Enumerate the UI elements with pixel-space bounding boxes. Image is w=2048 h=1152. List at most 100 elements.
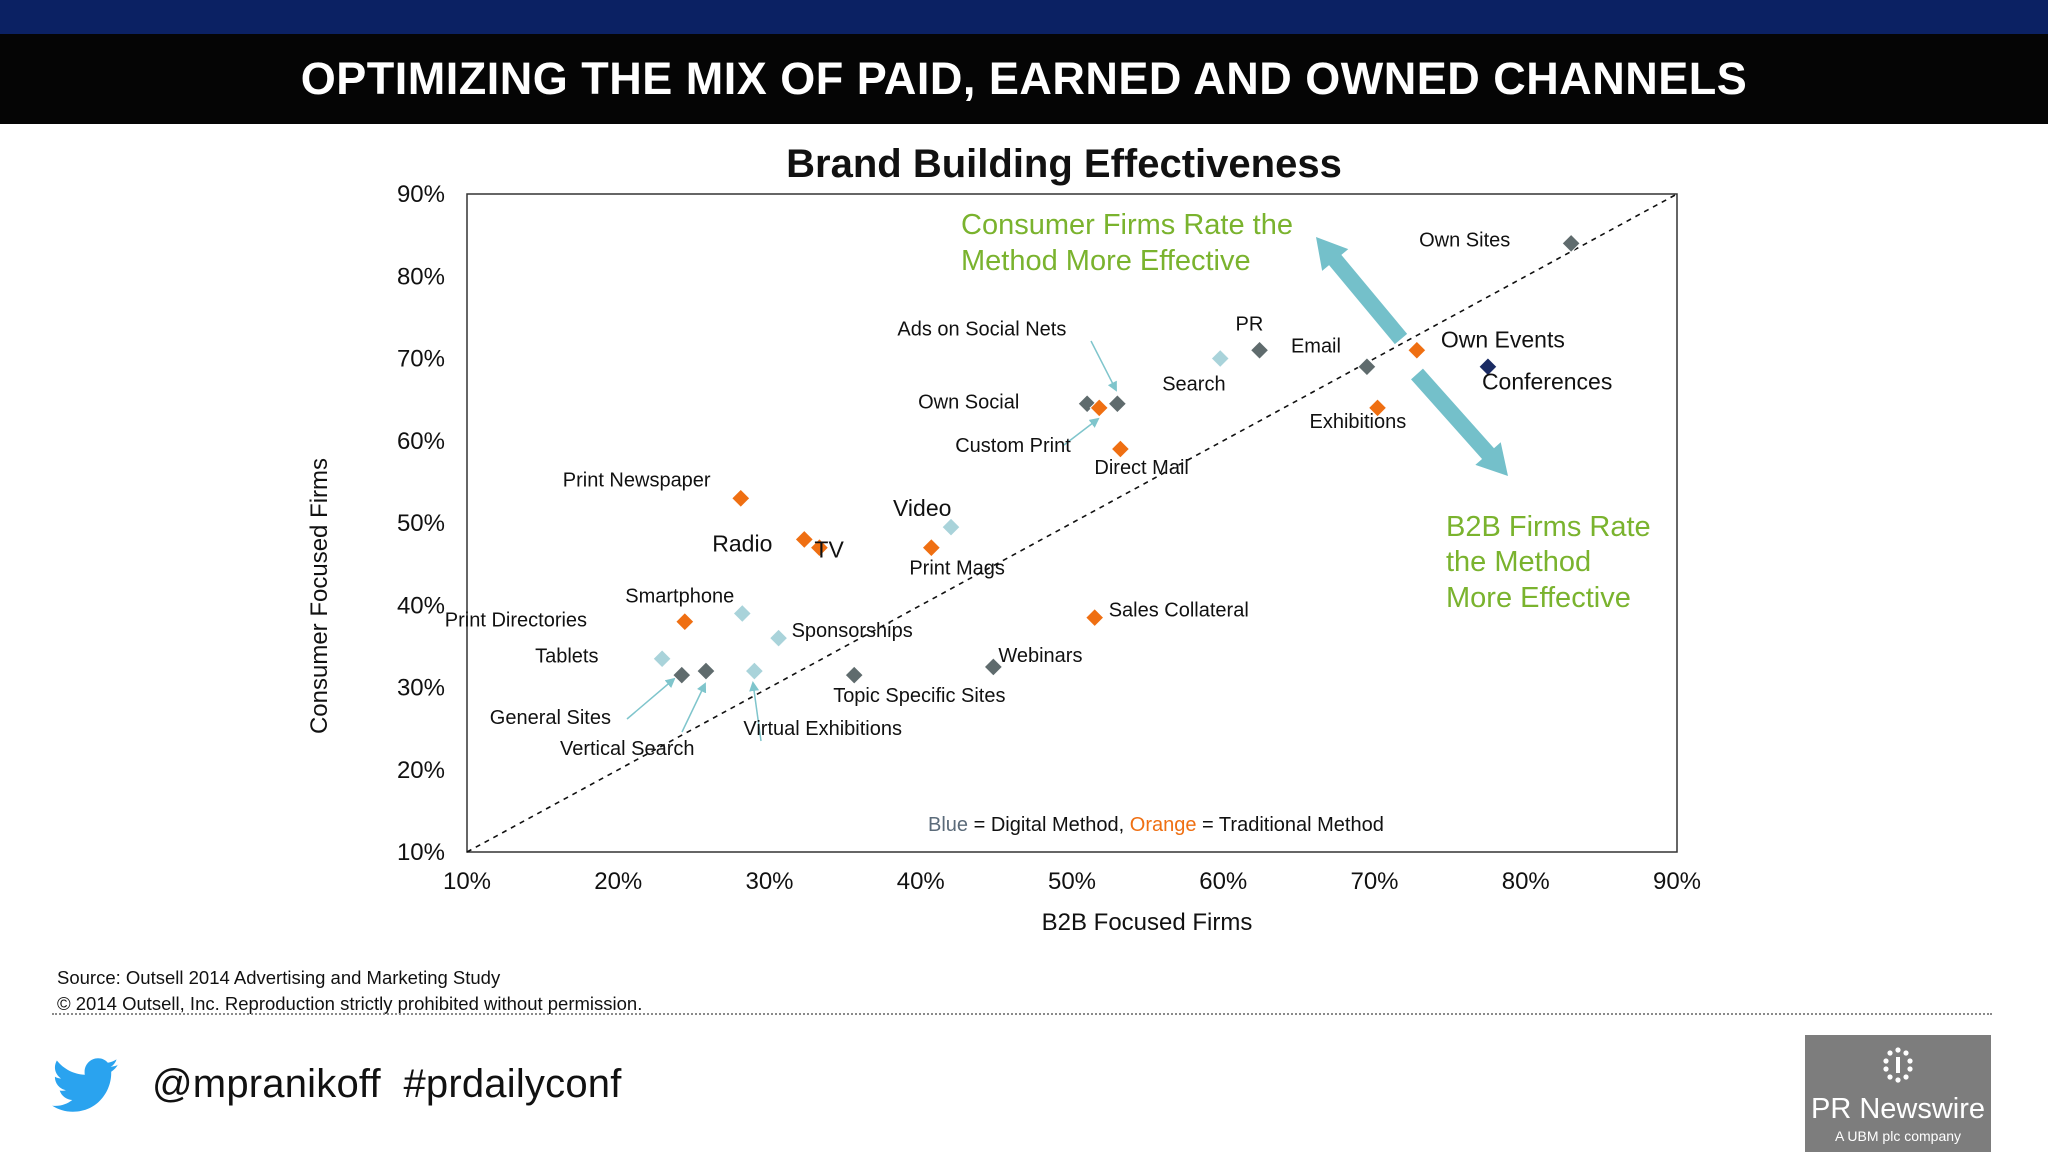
- leader-general-sites: [626, 677, 676, 720]
- leader-vertical-search: [681, 682, 707, 733]
- twitter-handle: @mpranikoff #prdailyconf: [152, 1062, 622, 1106]
- x-tick-label: 50%: [1048, 868, 1096, 895]
- leader-virtual-exhibitions: [749, 681, 762, 742]
- y-tick-label: 60%: [397, 428, 445, 455]
- b2b-callout-line1: B2B Firms Rate: [1446, 511, 1651, 543]
- chart-title: Brand Building Effectiveness: [786, 142, 1342, 186]
- top-accent-bar: [0, 0, 2048, 34]
- point-label-own-social: Own Social: [918, 392, 1019, 414]
- point-general-sites: [672, 665, 692, 685]
- y-tick-label: 20%: [397, 757, 445, 784]
- source-line-2: © 2014 Outsell, Inc. Reproduction strict…: [57, 993, 643, 1014]
- point-search: [1210, 348, 1230, 369]
- source-line-1: Source: Outsell 2014 Advertising and Mar…: [57, 967, 501, 988]
- point-webinars: [983, 657, 1004, 677]
- prnewswire-mark-icon: [1883, 1047, 1913, 1083]
- legend-blue-word: Blue: [928, 814, 968, 836]
- y-axis-label: Consumer Focused Firms: [306, 458, 333, 734]
- point-label-video: Video: [893, 495, 951, 521]
- b2b-callout: B2B Firms Rate the Method More Effective: [1446, 511, 1651, 614]
- x-tick-label: 10%: [443, 868, 491, 895]
- point-pr: [1249, 340, 1270, 360]
- point-radio: [794, 529, 814, 550]
- point-label-general-sites: General Sites: [490, 707, 611, 729]
- point-vertical-search: [696, 661, 716, 681]
- point-virtual-exhibitions: [744, 661, 765, 681]
- chart-legend: Blue = Digital Method, Orange = Traditio…: [928, 814, 1384, 836]
- arrow-b2b-direction: [1411, 368, 1508, 476]
- point-label-webinars: Webinars: [998, 645, 1082, 667]
- point-sponsorships: [768, 628, 789, 648]
- x-tick-label: 90%: [1653, 868, 1701, 895]
- prnewswire-subtitle: A UBM plc company: [1834, 1128, 1962, 1144]
- legend-orange-word: Orange: [1130, 814, 1197, 836]
- point-print-newspaper: [731, 488, 751, 509]
- footer-divider: [52, 1013, 1992, 1015]
- b2b-callout-line3: More Effective: [1446, 582, 1631, 614]
- leader-custom-print: [1063, 417, 1100, 446]
- y-tick-label: 70%: [397, 346, 445, 373]
- y-tick-label: 80%: [397, 263, 445, 290]
- y-tick-label: 30%: [397, 675, 445, 702]
- prnewswire-name: PR Newswire: [1810, 1093, 1986, 1125]
- x-tick-label: 80%: [1502, 868, 1550, 895]
- point-label-smartphone: Smartphone: [625, 585, 734, 607]
- point-sales-collateral: [1084, 607, 1105, 628]
- point-label-search: Search: [1162, 374, 1225, 396]
- legend-blue-text: = Digital Method,: [968, 814, 1130, 836]
- y-tick-label: 10%: [397, 839, 445, 866]
- point-label-pr: PR: [1236, 313, 1264, 335]
- point-ads-on-social-nets: [1107, 394, 1128, 414]
- b2b-callout-line2: the Method: [1446, 546, 1591, 578]
- point-label-ads-on-social-nets: Ads on Social Nets: [897, 319, 1066, 341]
- point-label-own-sites: Own Sites: [1419, 229, 1510, 251]
- point-tablets: [652, 649, 672, 669]
- x-tick-label: 70%: [1350, 868, 1398, 895]
- x-tick-label: 40%: [897, 868, 945, 895]
- leader-ads-on-social-nets: [1090, 340, 1117, 392]
- point-label-topic-specific-sites: Topic Specific Sites: [833, 685, 1005, 707]
- consumer-callout-line2: Method More Effective: [961, 245, 1251, 277]
- point-topic-specific-sites: [844, 665, 864, 685]
- y-tick-label: 40%: [397, 592, 445, 619]
- point-label-direct-mail: Direct Mail: [1094, 457, 1188, 479]
- x-tick-label: 30%: [745, 868, 793, 895]
- point-exhibitions: [1367, 398, 1388, 418]
- point-own-events: [1407, 340, 1427, 360]
- x-axis-label: B2B Focused Firms: [1042, 909, 1253, 936]
- y-tick-label: 90%: [397, 181, 445, 208]
- point-label-sponsorships: Sponsorships: [792, 620, 913, 642]
- point-email: [1357, 357, 1377, 377]
- point-direct-mail: [1110, 439, 1131, 459]
- x-tick-label: 60%: [1199, 868, 1247, 895]
- point-label-vertical-search: Vertical Search: [560, 738, 695, 760]
- point-conferences: [1478, 357, 1498, 377]
- arrow-consumer-direction: [1316, 237, 1408, 345]
- point-print-directories: [675, 611, 695, 632]
- x-tick-label: 20%: [594, 868, 642, 895]
- point-label-virtual-exhibitions: Virtual Exhibitions: [743, 718, 902, 740]
- point-video: [941, 517, 961, 537]
- point-label-email: Email: [1291, 336, 1341, 358]
- twitter-bird-icon: [52, 1058, 119, 1112]
- point-label-tablets: Tablets: [535, 646, 598, 668]
- point-label-radio: Radio: [712, 530, 772, 556]
- point-custom-print: [1089, 398, 1109, 418]
- legend-orange-text: = Traditional Method: [1197, 814, 1384, 836]
- point-label-print-directories: Print Directories: [445, 610, 587, 632]
- consumer-callout-line1: Consumer Firms Rate the: [961, 209, 1293, 241]
- point-label-exhibitions: Exhibitions: [1310, 411, 1407, 433]
- point-label-print-mags: Print Mags: [909, 558, 1005, 580]
- point-label-custom-print: Custom Print: [955, 435, 1071, 457]
- scatter-chart: 10% 20% 30% 40% 50% 60% 70% 80% 90% 10% 20% 30% 40% 5…: [306, 142, 1701, 936]
- point-label-own-events: Own Events: [1441, 326, 1565, 352]
- point-own-sites: [1561, 233, 1581, 254]
- y-tick-label: 50%: [397, 510, 445, 537]
- point-smartphone: [732, 603, 752, 624]
- plot-frame: [466, 193, 1678, 853]
- point-label-sales-collateral: Sales Collateral: [1109, 600, 1249, 622]
- point-label-conferences: Conferences: [1482, 369, 1612, 395]
- point-tv: [809, 537, 830, 558]
- point-print-mags: [921, 537, 942, 558]
- slide-title: OPTIMIZING THE MIX OF PAID, EARNED AND O…: [0, 34, 2048, 124]
